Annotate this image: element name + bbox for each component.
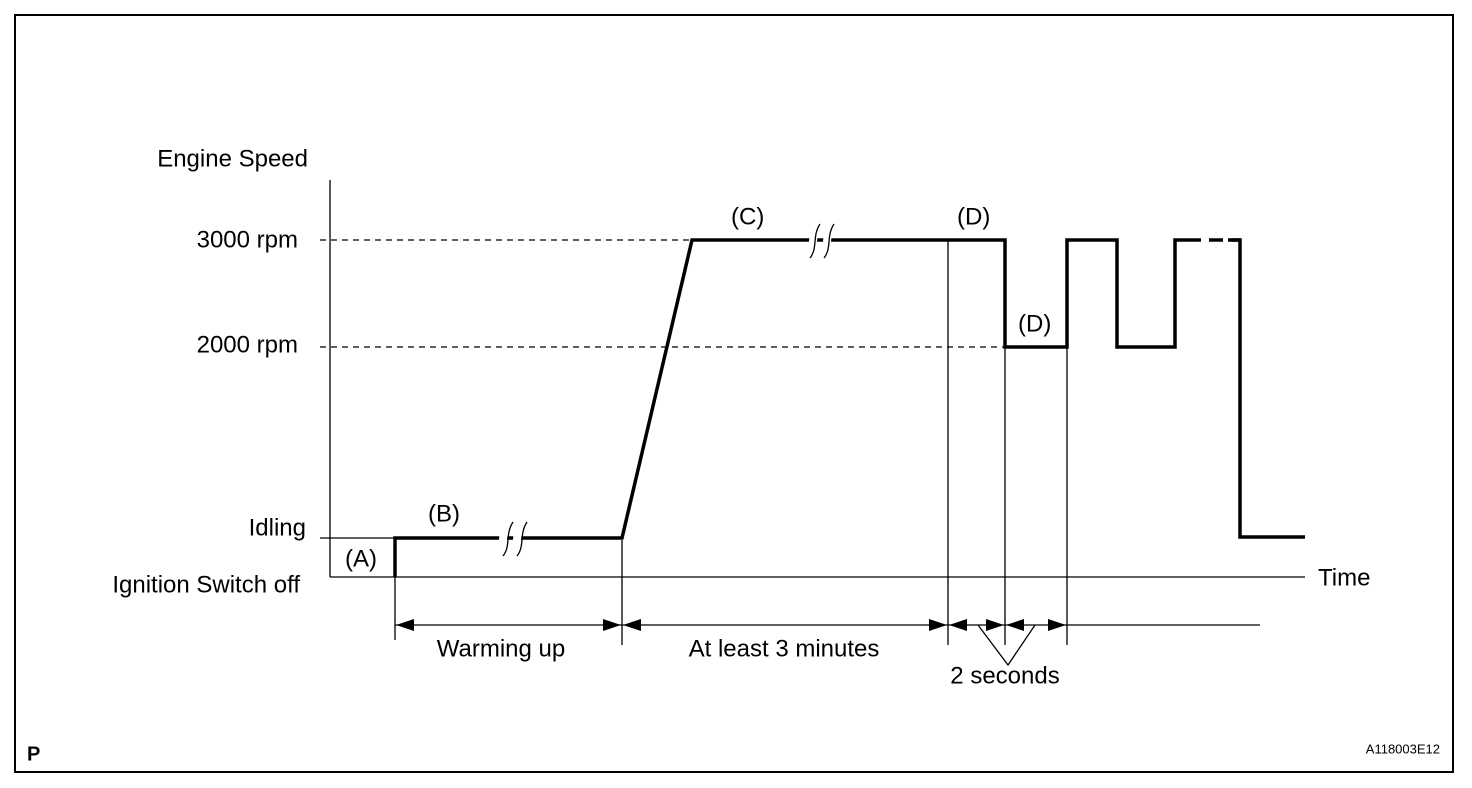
speed-trace	[393, 221, 1305, 577]
level-label: Ignition Switch off	[112, 571, 300, 598]
duration-label: 2 seconds	[950, 662, 1059, 689]
level-label: 3000 rpm	[197, 226, 298, 253]
phase-label: (A)	[345, 545, 377, 572]
phase-label: (C)	[731, 203, 764, 230]
phase-label: (D)	[1018, 310, 1051, 337]
duration-label: At least 3 minutes	[689, 635, 880, 662]
phase-label: (B)	[428, 500, 460, 527]
x-axis-title: Time	[1318, 564, 1370, 591]
level-label: 2000 rpm	[197, 331, 298, 358]
duration-label: Warming up	[437, 635, 565, 662]
figure-id: A118003E12	[1366, 741, 1440, 756]
corner-mark: P	[27, 743, 40, 765]
timing	[394, 240, 1260, 667]
frame	[14, 14, 1454, 773]
y-axis-title: Engine Speed	[157, 145, 308, 172]
axes	[320, 180, 1305, 578]
level-label: Idling	[249, 514, 306, 541]
phase-label: (D)	[957, 203, 990, 230]
